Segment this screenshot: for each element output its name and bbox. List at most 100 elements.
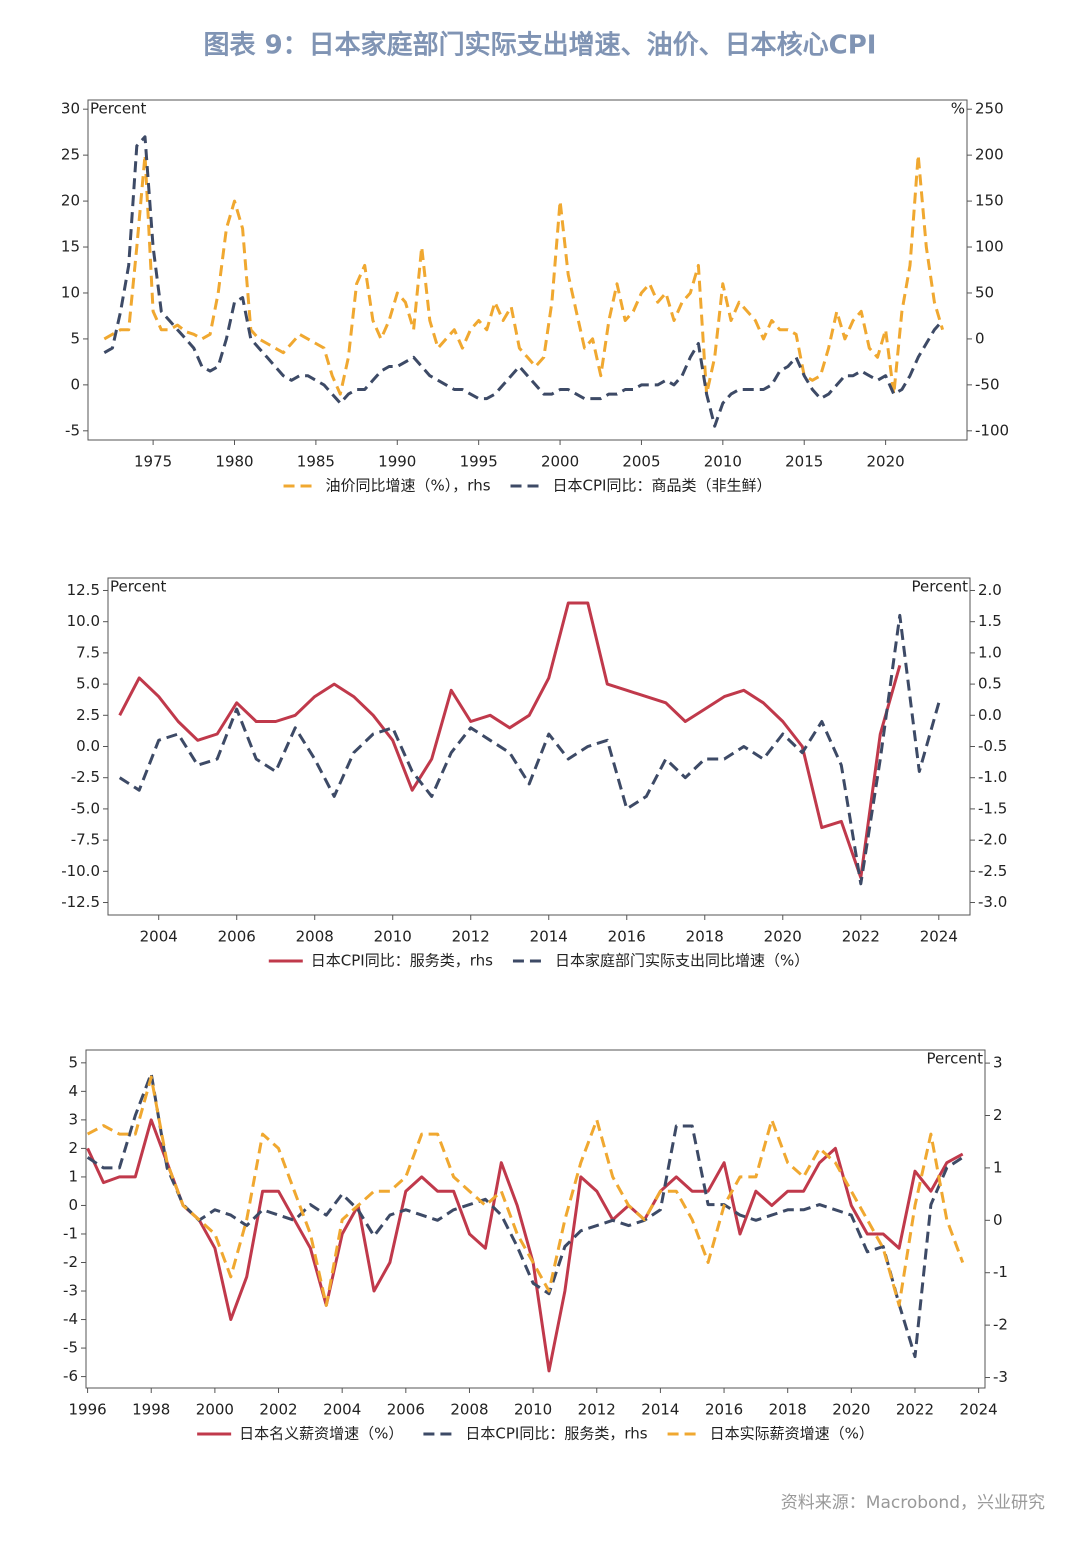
series-line: [86, 1118, 964, 1373]
x-tick-label: 2004: [323, 1401, 361, 1419]
x-tick-label: 2016: [608, 928, 646, 946]
x-tick-label: 2020: [832, 1401, 870, 1419]
x-tick-label: 2024: [920, 928, 958, 946]
legend-label: 日本实际薪资增速（%）: [710, 1425, 874, 1443]
x-tick-label: 2014: [530, 928, 568, 946]
y-tick-label: 12.5: [67, 581, 100, 599]
y2-tick-label: 0: [993, 1211, 1003, 1229]
y-tick-label: 0.0: [76, 737, 100, 755]
y-tick-label: 1: [68, 1167, 78, 1185]
y-tick-label: 0: [70, 375, 80, 393]
y2-tick-label: 0.0: [978, 706, 1002, 724]
legend-label: 日本CPI同比：服务类，rhs: [311, 952, 493, 970]
y-tick-label: -7.5: [71, 831, 100, 849]
x-tick-label: 1980: [215, 453, 253, 471]
x-tick-label: 2020: [867, 453, 905, 471]
x-tick-label: 2002: [259, 1401, 297, 1419]
x-tick-label: 2022: [842, 928, 880, 946]
x-tick-label: 2018: [686, 928, 724, 946]
y2-tick-label: 1.5: [978, 612, 1002, 630]
x-tick-label: 2000: [541, 453, 579, 471]
y-tick-label: 2: [68, 1139, 78, 1157]
x-tick-label: 2004: [140, 928, 178, 946]
legend-label: 日本家庭部门实际支出同比增速（%）: [555, 952, 809, 970]
y2-tick-label: -100: [975, 421, 1009, 439]
x-tick-label: 1995: [460, 453, 498, 471]
x-tick-label: 2008: [296, 928, 334, 946]
y-tick-label: 10: [61, 283, 80, 301]
series-line: [118, 613, 941, 886]
plot-frame: [85, 1049, 986, 1389]
y-tick-label: 15: [61, 238, 80, 256]
series-line: [103, 153, 945, 396]
y-tick-label: -2.5: [71, 768, 100, 786]
series-line: [103, 135, 944, 428]
y2-tick-label: -50: [975, 375, 1000, 393]
y-tick-label: 2.5: [76, 706, 100, 724]
figure-title: 图表 9：日本家庭部门实际支出增速、油价、日本核心CPI: [204, 30, 877, 61]
y2-tick-label: -2.0: [978, 831, 1007, 849]
y-tick-label: -10.0: [61, 862, 100, 880]
y-tick-label: 4: [68, 1082, 78, 1100]
x-tick-label: 2024: [960, 1401, 998, 1419]
y-axis-label: Percent: [110, 578, 167, 596]
y-tick-label: -5: [63, 1339, 78, 1357]
y-tick-label: -12.5: [61, 893, 100, 911]
y2-axis-label: Percent: [927, 1050, 984, 1068]
y2-tick-label: -3: [993, 1368, 1008, 1386]
y-tick-label: 0: [68, 1196, 78, 1214]
y-tick-label: -1: [63, 1224, 78, 1242]
y-tick-label: -5: [65, 421, 80, 439]
y-tick-label: 30: [61, 100, 80, 118]
x-tick-label: 1996: [68, 1401, 106, 1419]
source-note: 资料来源：Macrobond，兴业研究: [781, 1493, 1045, 1513]
x-tick-label: 2006: [387, 1401, 425, 1419]
y-tick-label: 3: [68, 1110, 78, 1128]
y-tick-label: -3: [63, 1282, 78, 1300]
y2-tick-label: 250: [975, 100, 1004, 118]
legend-label: 油价同比增速（%），rhs: [326, 477, 491, 495]
y2-tick-label: 50: [975, 283, 994, 301]
y2-tick-label: 100: [975, 238, 1004, 256]
y-tick-label: 5: [70, 329, 80, 347]
y2-tick-label: 1: [993, 1158, 1003, 1176]
x-tick-label: 2015: [785, 453, 823, 471]
series-line: [86, 1075, 965, 1307]
x-tick-label: 1990: [378, 453, 416, 471]
x-tick-label: 2018: [769, 1401, 807, 1419]
series-line: [86, 1072, 964, 1359]
x-tick-label: 1975: [134, 453, 172, 471]
y2-tick-label: 2: [993, 1106, 1003, 1124]
y2-tick-label: -2.5: [978, 862, 1007, 880]
y-tick-label: -2: [63, 1253, 78, 1271]
y2-tick-label: 150: [975, 192, 1004, 210]
y-tick-label: 20: [61, 192, 80, 210]
x-tick-label: 2022: [896, 1401, 934, 1419]
x-tick-label: 2010: [514, 1401, 552, 1419]
y2-tick-label: -2: [993, 1316, 1008, 1334]
y-tick-label: 5: [68, 1053, 78, 1071]
x-tick-label: 1998: [132, 1401, 170, 1419]
y2-tick-label: 3: [993, 1054, 1003, 1072]
legend-label: 日本名义薪资增速（%）: [239, 1425, 403, 1443]
x-tick-label: 2005: [622, 453, 660, 471]
x-tick-label: 2014: [641, 1401, 679, 1419]
legend-label: 日本CPI同比：服务类，rhs: [465, 1425, 647, 1443]
x-tick-label: 2006: [218, 928, 256, 946]
x-tick-label: 2010: [374, 928, 412, 946]
y2-tick-label: 1.0: [978, 643, 1002, 661]
y-tick-label: 10.0: [67, 612, 100, 630]
y2-tick-label: -1: [993, 1263, 1008, 1281]
y2-tick-label: -1.5: [978, 799, 1007, 817]
y2-tick-label: -1.0: [978, 768, 1007, 786]
x-tick-label: 2000: [196, 1401, 234, 1419]
x-tick-label: 2012: [578, 1401, 616, 1419]
y2-tick-label: 0.5: [978, 675, 1002, 693]
y2-tick-label: 2.0: [978, 581, 1002, 599]
x-tick-label: 2008: [450, 1401, 488, 1419]
y2-tick-label: -0.5: [978, 737, 1007, 755]
y2-tick-label: 200: [975, 146, 1004, 164]
x-tick-label: 1985: [297, 453, 335, 471]
x-tick-label: 2020: [764, 928, 802, 946]
